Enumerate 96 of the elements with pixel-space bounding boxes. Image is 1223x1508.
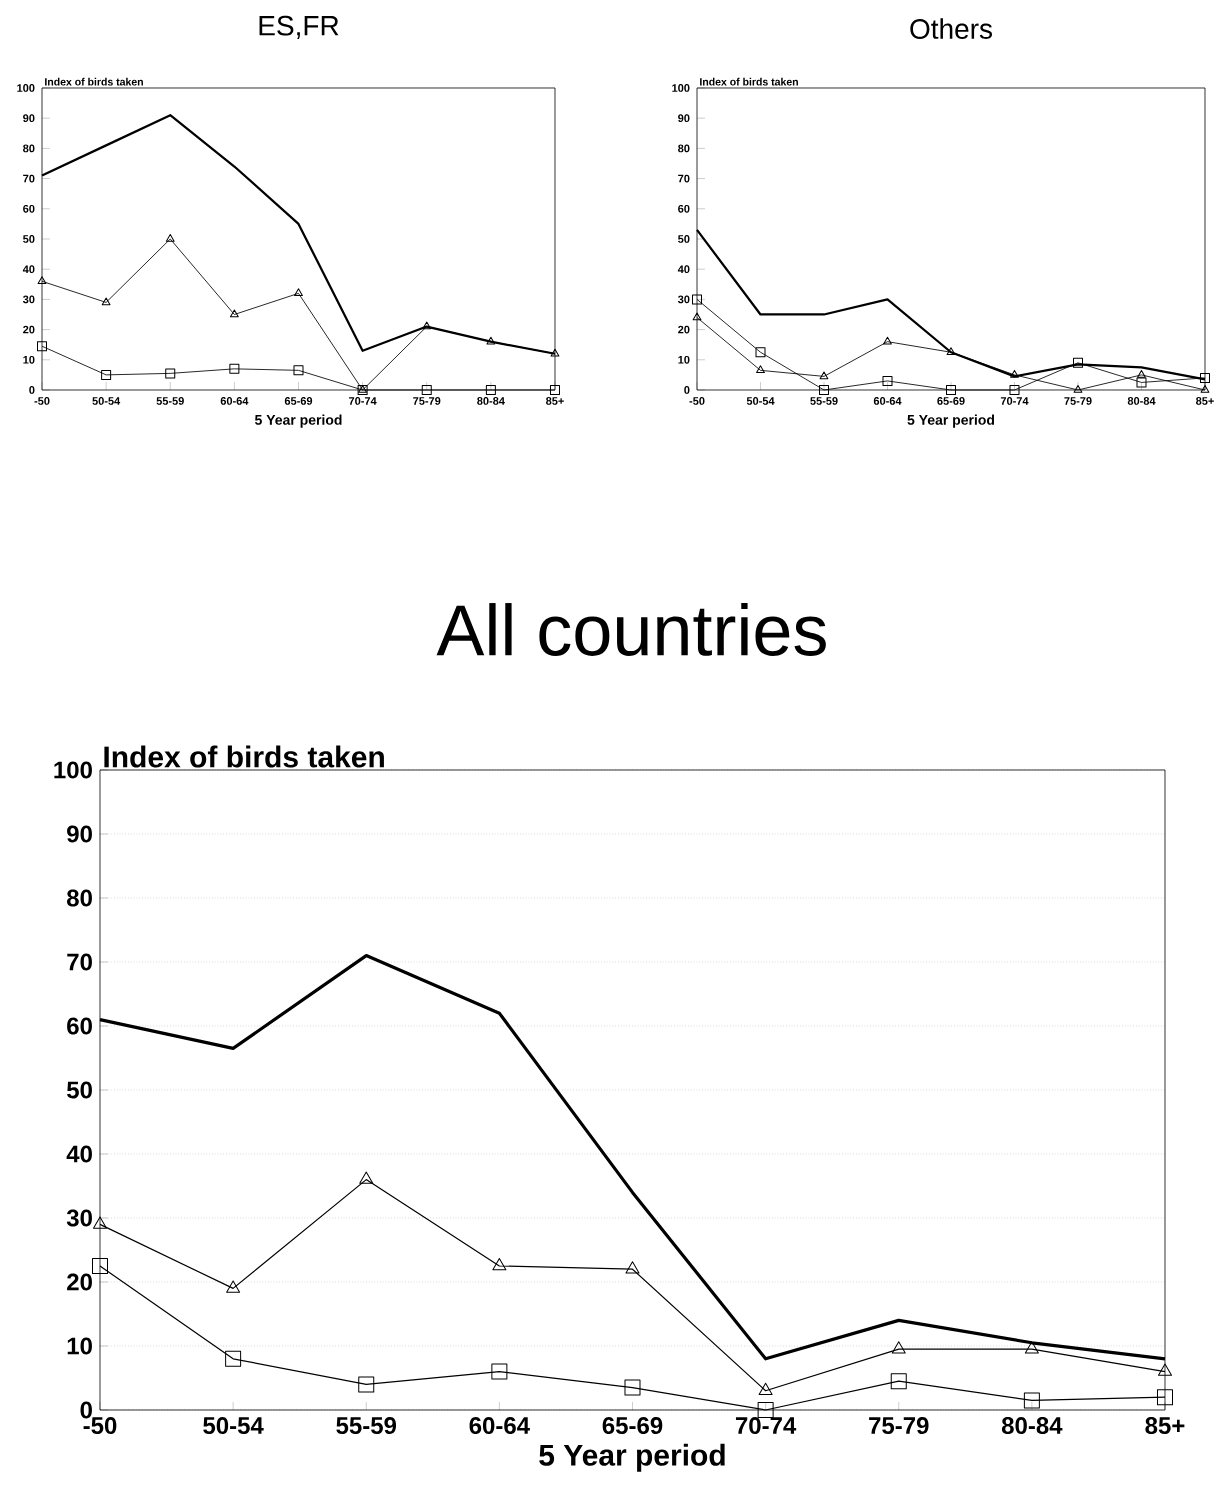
y-tick-label: 10 (23, 355, 35, 364)
point (550, 348, 560, 357)
y-axis-title: Index of birds taken (45, 77, 143, 86)
y-tick-label: 30 (677, 295, 690, 304)
chart-title: ES,FR (259, 15, 339, 39)
y-tick-label: 70 (678, 174, 690, 183)
x-tick-label: 55-59 (336, 1417, 397, 1435)
x-tick-label: 65-69 (937, 397, 965, 405)
y-axis-title: Index of birds taken (104, 745, 384, 768)
point (692, 312, 702, 321)
y-tick-label: 40 (66, 1145, 92, 1163)
point (1137, 369, 1146, 378)
x-tick-label: 60-64 (469, 1417, 530, 1435)
y-tick-label: 50 (66, 1081, 92, 1099)
y-tick-label: 80 (23, 144, 35, 153)
y-axis-title: Index of birds taken (700, 77, 798, 86)
point (421, 384, 432, 395)
x-tick-label: 75-79 (869, 1417, 929, 1435)
point (1072, 357, 1083, 368)
y-tick-label: 90 (23, 114, 35, 123)
y-tick-label: 0 (80, 1401, 92, 1419)
point (756, 365, 765, 374)
x-tick-label: 55-59 (810, 397, 838, 405)
y-tick-label: 90 (678, 114, 690, 123)
y-tick-label: 40 (22, 265, 35, 274)
point (1073, 384, 1083, 393)
y-tick-label: 90 (67, 825, 92, 843)
chart-title: Others (910, 18, 992, 39)
y-tick-label: 0 (684, 386, 690, 394)
point (229, 363, 240, 374)
y-tick-label: 20 (67, 1273, 92, 1291)
x-tick-label: -50 (34, 397, 50, 405)
point (165, 233, 175, 242)
x-tick-label: 70-74 (735, 1417, 797, 1435)
y-tick-label: 40 (677, 265, 690, 274)
y-tick-label: 80 (66, 889, 92, 907)
point (101, 297, 111, 306)
x-tick-label: 80-84 (1001, 1417, 1063, 1435)
y-tick-label: 100 (54, 761, 92, 779)
y-tick-label: 20 (23, 325, 35, 334)
point (692, 294, 703, 305)
point (1200, 384, 1210, 393)
point (882, 375, 893, 386)
x-tick-label: 50-54 (203, 1417, 264, 1435)
x-tick-label: 85+ (546, 397, 564, 405)
x-tick-label: 85+ (1196, 397, 1214, 405)
point (1136, 377, 1147, 388)
point (1010, 369, 1019, 378)
x-tick-label: 60-64 (873, 397, 902, 405)
point (293, 365, 304, 376)
chart-title: All countries (436, 603, 826, 656)
point (37, 276, 47, 285)
x-tick-label: 50-54 (92, 397, 121, 405)
x-axis-title: 5 Year period (907, 414, 995, 428)
x-tick-label: 65-69 (602, 1417, 663, 1435)
y-tick-label: 80 (678, 144, 690, 153)
point (819, 371, 829, 380)
x-axis-title: 5 Year period (539, 1443, 725, 1472)
y-tick-label: 30 (22, 295, 35, 304)
y-tick-label: 60 (678, 204, 690, 213)
y-tick-label: 50 (678, 235, 690, 243)
x-axis-title: 5 Year period (254, 414, 342, 428)
x-tick-label: 75-79 (413, 397, 441, 405)
point (37, 341, 47, 352)
y-tick-label: 10 (678, 355, 690, 364)
x-tick-label: 55-59 (156, 397, 184, 405)
y-tick-label: 100 (672, 84, 690, 92)
point (101, 369, 112, 380)
point (755, 347, 766, 358)
y-tick-label: 10 (67, 1337, 92, 1355)
x-tick-label: 80-84 (1127, 397, 1156, 405)
x-tick-label: 70-74 (1000, 397, 1029, 405)
point (294, 288, 303, 297)
y-tick-label: 70 (23, 174, 35, 183)
x-tick-label: 80-84 (477, 397, 505, 405)
x-tick-label: 50-54 (746, 397, 775, 405)
x-tick-label: -50 (83, 1417, 117, 1435)
y-tick-label: 100 (17, 84, 35, 92)
y-tick-label: 60 (23, 204, 35, 213)
y-tick-label: 70 (67, 953, 92, 971)
point (485, 384, 496, 395)
x-tick-label: 70-74 (349, 397, 377, 405)
x-tick-label: 75-79 (1064, 397, 1092, 405)
x-tick-label: -50 (689, 397, 705, 405)
y-tick-label: 30 (66, 1209, 92, 1227)
y-tick-label: 50 (23, 235, 35, 243)
point (883, 336, 892, 345)
point (229, 309, 239, 318)
x-tick-label: 60-64 (220, 397, 249, 405)
y-tick-label: 60 (67, 1017, 92, 1035)
y-tick-label: 20 (678, 325, 690, 334)
point (165, 368, 176, 379)
x-tick-label: 85+ (1145, 1417, 1185, 1435)
x-tick-label: 65-69 (284, 397, 313, 405)
y-tick-label: 0 (29, 386, 35, 394)
point (1009, 384, 1020, 395)
